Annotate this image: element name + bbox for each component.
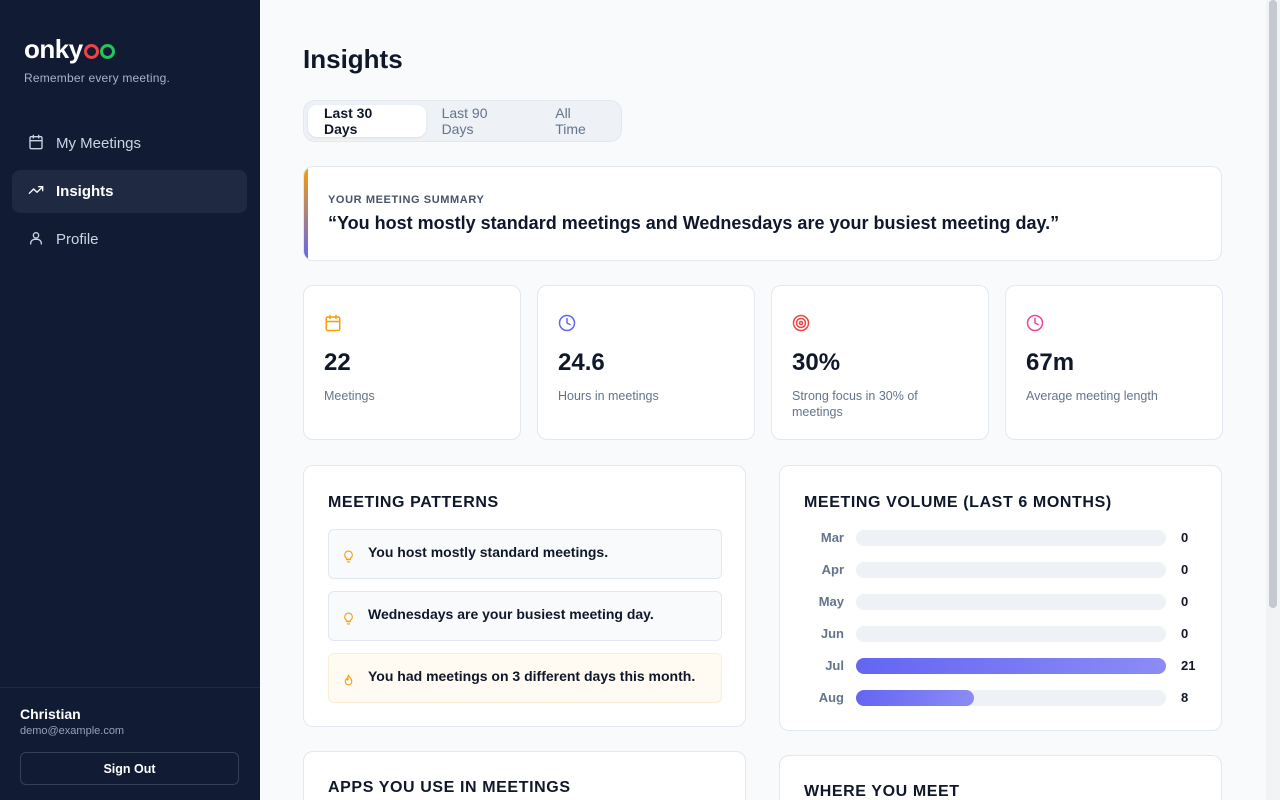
volume-month-label: Jun — [820, 626, 844, 641]
user-icon — [30, 231, 42, 245]
stat-card-hours: 24.6 Hours in meetings — [537, 285, 755, 440]
volume-row-jul: Jul 21 — [804, 657, 1196, 675]
volume-row-aug: Aug 8 — [804, 689, 1196, 707]
stat-label: Strong focus in 30% of meetings — [792, 389, 918, 419]
calendar-icon — [29, 134, 43, 149]
brand-logo[interactable]: onky — [24, 34, 115, 65]
tab-all-time[interactable]: All Time — [555, 105, 586, 137]
user-panel: Christian demo@example.com Sign Out — [0, 687, 260, 800]
summary-quote: “You host mostly standard meetings and W… — [328, 213, 1060, 233]
volume-bar — [856, 690, 974, 706]
stat-value: 30% — [792, 349, 841, 376]
volume-count: 0 — [1181, 626, 1189, 641]
card-title: MEETING VOLUME (LAST 6 MONTHS) — [804, 494, 1112, 511]
volume-count: 8 — [1181, 690, 1189, 705]
volume-bar-track — [856, 690, 1166, 706]
sidebar-nav: My Meetings Insights Profile — [12, 122, 247, 266]
volume-bar-track — [856, 594, 1166, 610]
volume-count: 0 — [1181, 530, 1189, 545]
sign-out-button[interactable]: Sign Out — [20, 752, 239, 785]
volume-bar-track — [856, 658, 1166, 674]
clock-icon — [558, 314, 576, 332]
sidebar-item-label: My Meetings — [56, 135, 142, 152]
volume-month-label: Jul — [825, 658, 844, 673]
volume-bar — [856, 658, 1166, 674]
scrollbar-thumb[interactable] — [1269, 0, 1277, 608]
main-content: Insights Last 30 Days Last 90 Days All T… — [260, 0, 1266, 800]
stat-label: Hours in meetings — [558, 389, 659, 403]
user-name: Christian — [20, 706, 81, 722]
target-icon — [792, 314, 810, 332]
clock-icon — [1026, 314, 1044, 332]
meeting-volume-card: MEETING VOLUME (LAST 6 MONTHS) Mar 0 Apr 0 M… — [779, 465, 1222, 731]
trending-up-icon — [28, 185, 44, 194]
volume-month-label: Apr — [821, 562, 844, 577]
logo-mark — [83, 40, 115, 59]
volume-row-mar: Mar 0 — [804, 529, 1196, 547]
meeting-patterns-card: MEETING PATTERNS You host mostly standar… — [303, 465, 746, 727]
pattern-text: You host mostly standard meetings. — [368, 543, 609, 560]
volume-month-label: Aug — [818, 690, 844, 705]
stat-value: 24.6 — [558, 349, 605, 376]
volume-count: 21 — [1181, 658, 1196, 673]
user-email: demo@example.com — [20, 725, 125, 737]
apps-card: APPS YOU USE IN MEETINGS — [303, 751, 746, 800]
sidebar-item-label: Profile — [56, 231, 99, 248]
volume-row-apr: Apr 0 — [804, 561, 1196, 579]
lightbulb-icon — [344, 612, 353, 624]
calendar-icon — [325, 314, 341, 332]
volume-row-jun: Jun 0 — [804, 625, 1196, 643]
meeting-summary-card: YOUR MEETING SUMMARY “You host mostly st… — [303, 166, 1222, 261]
summary-accent-bar — [304, 167, 308, 260]
date-range-tabs: Last 30 Days Last 90 Days All Time — [303, 100, 622, 142]
card-title: MEETING PATTERNS — [328, 494, 499, 511]
stat-value: 22 — [324, 349, 351, 376]
pattern-item: You host mostly standard meetings. — [328, 529, 722, 579]
card-title: WHERE YOU MEET — [804, 783, 960, 800]
card-title: APPS YOU USE IN MEETINGS — [328, 779, 571, 796]
pattern-text: Wednesdays are your busiest meeting day. — [368, 605, 654, 622]
stat-value: 67m — [1026, 349, 1075, 376]
stat-card-average-length: 67m Average meeting length — [1005, 285, 1223, 440]
stat-label: Average meeting length — [1026, 389, 1158, 403]
volume-count: 0 — [1181, 594, 1189, 609]
lightbulb-icon — [344, 550, 353, 562]
volume-row-may: May 0 — [804, 593, 1196, 611]
tab-last-30-days[interactable]: Last 30 Days — [308, 105, 426, 137]
flame-icon — [344, 674, 353, 685]
volume-bar-track — [856, 562, 1166, 578]
sidebar-item-insights[interactable]: Insights — [12, 170, 247, 213]
sidebar: onky Remember every meeting. My Meetings… — [0, 0, 260, 800]
tab-last-90-days[interactable]: Last 90 Days — [441, 105, 488, 137]
sidebar-item-profile[interactable]: Profile — [12, 218, 247, 261]
stat-card-meetings: 22 Meetings — [303, 285, 521, 440]
pattern-text: You had meetings on 3 different days thi… — [368, 667, 696, 684]
brand-name: onky — [24, 34, 83, 64]
volume-month-label: Mar — [820, 530, 844, 545]
stat-card-focus: 30% Strong focus in 30% of meetings — [771, 285, 989, 440]
stat-label: Meetings — [324, 389, 375, 403]
sidebar-item-my-meetings[interactable]: My Meetings — [12, 122, 247, 165]
volume-bar-track — [856, 530, 1166, 546]
pattern-item: Wednesdays are your busiest meeting day. — [328, 591, 722, 641]
sidebar-item-label: Insights — [56, 183, 114, 200]
where-you-meet-card: WHERE YOU MEET — [779, 755, 1222, 800]
pattern-item: You had meetings on 3 different days thi… — [328, 653, 722, 703]
tagline: Remember every meeting. — [24, 71, 170, 85]
volume-count: 0 — [1181, 562, 1189, 577]
page-title: Insights — [303, 44, 403, 74]
page-scrollbar[interactable] — [1266, 0, 1280, 800]
volume-month-label: May — [818, 594, 844, 609]
summary-kicker: YOUR MEETING SUMMARY — [328, 194, 485, 206]
volume-bar-track — [856, 626, 1166, 642]
